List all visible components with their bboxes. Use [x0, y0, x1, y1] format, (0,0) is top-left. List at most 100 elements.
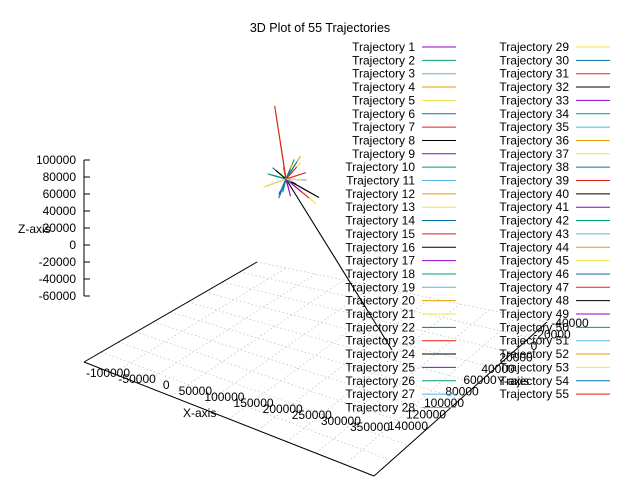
- x-axis-line: [83, 361, 375, 477]
- legend-label: Trajectory 41: [499, 200, 569, 214]
- y-tick-label: -20000: [533, 327, 571, 341]
- legend-label: Trajectory 7: [352, 120, 415, 134]
- legend-label: Trajectory 6: [352, 107, 415, 121]
- floor-grid-line: [257, 297, 432, 431]
- legend-label: Trajectory 29: [499, 40, 569, 54]
- trajectory-line: [285, 178, 302, 181]
- legend-label: Trajectory 33: [499, 93, 569, 107]
- y-axis-label: Y-axis: [497, 374, 529, 388]
- z-tick-label: -20000: [39, 255, 77, 269]
- floor-grid-line: [239, 271, 530, 338]
- z-tick-label: 80000: [43, 170, 77, 184]
- y-tick-label: 80000: [445, 385, 479, 399]
- trajectory-line: [267, 173, 287, 180]
- legend-label: Trajectory 12: [345, 187, 415, 201]
- legend-label: Trajectory 34: [499, 107, 569, 121]
- x-axis-label: X-axis: [183, 406, 216, 420]
- tick-label-layer: 100000800006000040000200000-20000-40000-…: [36, 153, 589, 434]
- x-tick-label: 200000: [263, 402, 303, 416]
- trajectory-line: [285, 178, 292, 197]
- legend-label: Trajectory 37: [499, 147, 569, 161]
- z-tick-label: 0: [69, 238, 76, 252]
- y-tick-label: 0: [531, 339, 538, 353]
- legend-label: Trajectory 28: [345, 400, 415, 414]
- trajectory-line: [263, 178, 287, 188]
- legend-label: Trajectory 43: [499, 227, 569, 241]
- floor-grid-line: [170, 311, 461, 400]
- y-tick-label: 60000: [463, 373, 497, 387]
- legend-label: Trajectory 14: [345, 214, 415, 228]
- legend-label: Trajectory 15: [345, 227, 415, 241]
- legend-label: Trajectory 24: [345, 347, 415, 361]
- legend-label: Trajectory 42: [499, 214, 569, 228]
- z-axis-label: Z-axis: [18, 222, 51, 236]
- floor-grid-line: [118, 341, 409, 446]
- z-tick-label: 20000: [43, 221, 77, 235]
- chart-title: 3D Plot of 55 Trajectories: [250, 21, 390, 35]
- z-tick-label: -60000: [39, 289, 77, 303]
- trajectory-layer: [263, 105, 393, 351]
- y-axis-line: [373, 321, 548, 477]
- legend-label: Trajectory 17: [345, 254, 415, 268]
- legend-label: Trajectory 22: [345, 320, 415, 334]
- y-tick-label: -40000: [551, 316, 589, 330]
- x-tick-label: -100000: [86, 366, 130, 380]
- trajectory-line: [285, 168, 291, 180]
- legend-label: Trajectory 40: [499, 187, 569, 201]
- legend-label: Trajectory 30: [499, 53, 569, 67]
- y-tick-label: 120000: [406, 408, 446, 422]
- x-tick-label: 100000: [204, 390, 244, 404]
- legend-label: Trajectory 10: [345, 160, 415, 174]
- z-tick-label: -40000: [39, 272, 77, 286]
- z-tick-label: 100000: [36, 153, 76, 167]
- legend-label: Trajectory 46: [499, 267, 569, 281]
- trajectory-line: [285, 178, 303, 193]
- trajectory-line: [285, 172, 307, 180]
- x-tick-label: 150000: [234, 396, 274, 410]
- legend-label: Trajectory 31: [499, 67, 569, 81]
- legend-label: Trajectory 13: [345, 200, 415, 214]
- legend-label: Trajectory 8: [352, 133, 415, 147]
- legend-label: Trajectory 20: [345, 294, 415, 308]
- z-tick-label: 60000: [43, 187, 77, 201]
- floor-grid-line: [315, 309, 490, 454]
- trajectory-line: [285, 178, 393, 351]
- legend-label: Trajectory 47: [499, 280, 569, 294]
- legend-label: Trajectory 16: [345, 240, 415, 254]
- legend-label: Trajectory 32: [499, 80, 569, 94]
- legend-label: Trajectory 21: [345, 307, 415, 321]
- legend-label: Trajectory 39: [499, 174, 569, 188]
- y-tick-label: 40000: [481, 362, 515, 376]
- legend-label: Trajectory 50: [499, 320, 569, 334]
- legend-label: Trajectory 5: [352, 93, 415, 107]
- floor-grid-line: [256, 261, 548, 323]
- x-tick-label: 300000: [321, 414, 361, 428]
- legend-label: Trajectory 4: [352, 80, 415, 94]
- legend-label: Trajectory 53: [499, 360, 569, 374]
- legend-label: Trajectory 52: [499, 347, 569, 361]
- z-tick-label: 40000: [43, 204, 77, 218]
- legend-label: Trajectory 1: [352, 40, 415, 54]
- floor-grid-line: [170, 279, 345, 397]
- trajectory-line: [274, 105, 287, 180]
- trajectory-line: [278, 178, 287, 199]
- x-tick-label: 250000: [292, 408, 332, 422]
- legend-label: Trajectory 2: [352, 53, 415, 67]
- legend-label: Trajectory 19: [345, 280, 415, 294]
- x-tick-label: 50000: [179, 384, 213, 398]
- legend-label: Trajectory 54: [499, 374, 569, 388]
- legend-label: Trajectory 27: [345, 387, 415, 401]
- legend-label: Trajectory 18: [345, 267, 415, 281]
- trajectory-line: [285, 166, 298, 180]
- floor-grid-line: [199, 285, 374, 408]
- trajectory-line: [285, 178, 320, 199]
- legend-label: Trajectory 23: [345, 334, 415, 348]
- trajectory-line: [275, 169, 287, 180]
- legend-label: Trajectory 35: [499, 120, 569, 134]
- legend-label: Trajectory 3: [352, 67, 415, 81]
- legend-label: Trajectory 45: [499, 254, 569, 268]
- x-tick-label: 0: [163, 378, 170, 392]
- legend-label: Trajectory 26: [345, 374, 415, 388]
- legend-label: Trajectory 51: [499, 334, 569, 348]
